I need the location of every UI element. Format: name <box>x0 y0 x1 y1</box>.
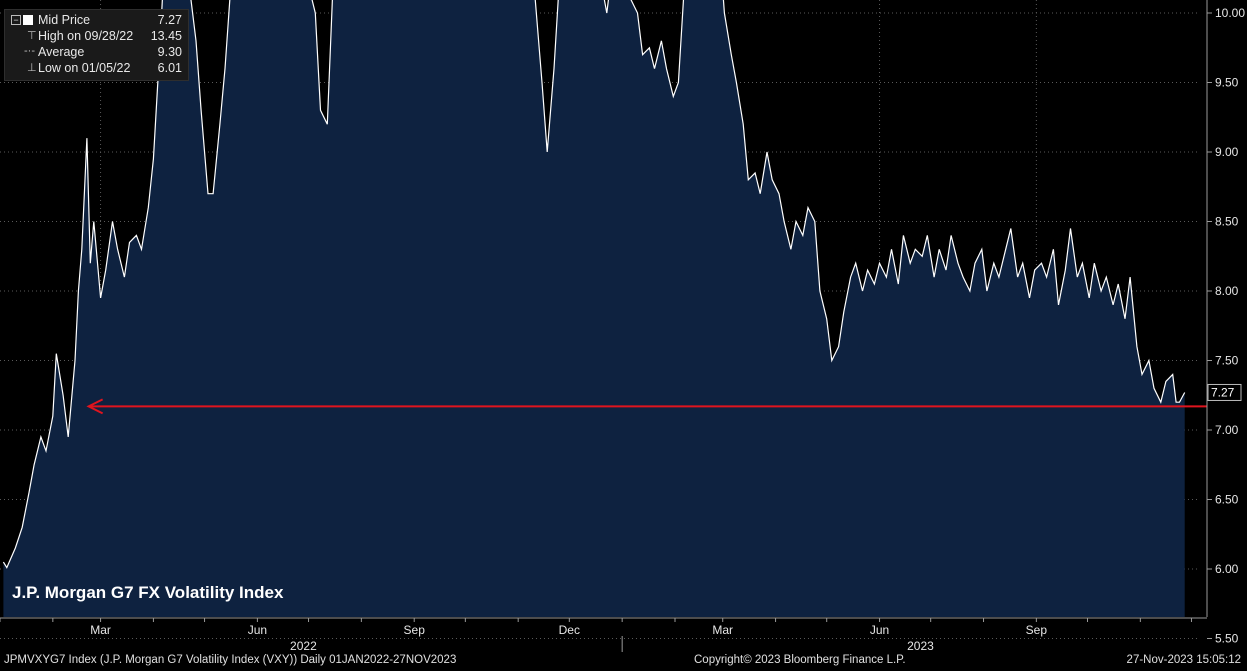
y-tick-label: 7.50 <box>1215 354 1239 368</box>
y-tick-label: 9.50 <box>1215 76 1239 90</box>
y-tick-label: 6.50 <box>1215 493 1239 507</box>
legend-box: − Mid Price 7.27 ⊤ High on 09/28/22 13.4… <box>4 9 189 81</box>
x-tick-label: Jun <box>248 623 267 637</box>
reference-arrow-head <box>86 398 104 415</box>
x-tick-label: Sep <box>404 623 426 637</box>
legend-value: 13.45 <box>150 29 182 43</box>
footer-timestamp: 27-Nov-2023 15:05:12 <box>1126 654 1241 666</box>
x-tick-label: Dec <box>559 623 580 637</box>
reference-line-group <box>86 398 1207 415</box>
mid-price-line <box>2 0 1186 569</box>
x-tick-label: Mar <box>90 623 111 637</box>
y-tick-label: 8.50 <box>1215 215 1239 229</box>
y-tick-label: 5.50 <box>1215 632 1239 646</box>
legend-label: Average <box>38 45 85 59</box>
legend-label: Mid Price <box>38 13 91 27</box>
last-value-label: 7.27 <box>1207 383 1242 401</box>
area-fill <box>3 0 1185 617</box>
x-year-label: 2023 <box>907 639 934 653</box>
average-marker-icon: -·- <box>24 45 35 57</box>
x-year-label: 2022 <box>290 639 317 653</box>
low-marker-icon: ⊥ <box>27 62 37 74</box>
y-axis: 5.50 6.00 6.50 7.00 7.50 8.00 8.50 9.00 9.50 10.0… <box>1206 0 1245 646</box>
high-marker-icon: ⊤ <box>27 30 37 42</box>
x-tick-label: Sep <box>1026 623 1048 637</box>
x-tick-label: Mar <box>712 623 733 637</box>
y-tick-label: 10.00 <box>1215 6 1245 20</box>
legend-row-mid-price: − Mid Price 7.27 <box>5 12 188 28</box>
y-tick-label: 6.00 <box>1215 562 1239 576</box>
chart-title: J.P. Morgan G7 FX Volatility Index <box>12 583 284 602</box>
x-tick-label: Jun <box>870 623 889 637</box>
legend-value: 6.01 <box>157 61 182 75</box>
footer-copyright: Copyright© 2023 Bloomberg Finance L.P. <box>694 654 906 666</box>
legend-row-average: -·- Average 9.30 <box>5 44 188 60</box>
last-value-text: 7.27 <box>1211 385 1235 399</box>
legend-row-low: ⊥ Low on 01/05/22 6.01 <box>5 60 188 76</box>
series-swatch-icon <box>23 15 33 25</box>
legend-label: High on 09/28/22 <box>38 29 134 43</box>
series-layer <box>2 0 1186 617</box>
legend-label: Low on 01/05/22 <box>38 61 131 75</box>
legend-value: 7.27 <box>157 13 182 27</box>
last-value-box <box>1207 383 1242 401</box>
collapse-icon[interactable]: − <box>11 15 21 25</box>
legend-row-high: ⊤ High on 09/28/22 13.45 <box>5 28 188 44</box>
y-tick-label: 8.00 <box>1215 284 1239 298</box>
legend-value: 9.30 <box>157 45 182 59</box>
x-axis: Mar Jun Sep Dec Mar Jun Sep 2022 2023 <box>0 617 1207 653</box>
y-tick-label: 7.00 <box>1215 423 1239 437</box>
footer-ticker: JPMVXYG7 Index (J.P. Morgan G7 Volatilit… <box>4 654 457 666</box>
y-tick-label: 9.00 <box>1215 145 1239 159</box>
